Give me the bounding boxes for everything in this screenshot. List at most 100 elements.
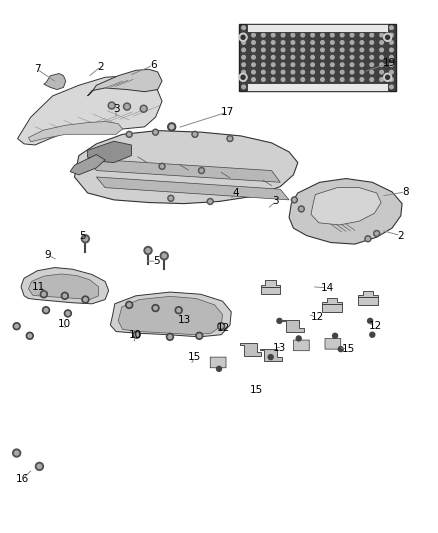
Circle shape bbox=[390, 55, 393, 59]
Circle shape bbox=[110, 103, 114, 108]
Circle shape bbox=[252, 63, 255, 67]
Circle shape bbox=[37, 464, 42, 469]
Circle shape bbox=[242, 41, 245, 44]
Circle shape bbox=[13, 322, 20, 330]
Circle shape bbox=[242, 78, 245, 82]
Circle shape bbox=[154, 131, 157, 134]
Circle shape bbox=[311, 78, 314, 82]
Polygon shape bbox=[44, 74, 66, 90]
Circle shape bbox=[81, 235, 89, 243]
Circle shape bbox=[13, 449, 21, 457]
Circle shape bbox=[281, 26, 285, 29]
Circle shape bbox=[291, 26, 295, 29]
Polygon shape bbox=[311, 188, 381, 225]
Circle shape bbox=[311, 33, 314, 37]
Circle shape bbox=[261, 26, 265, 29]
Circle shape bbox=[331, 55, 334, 59]
Circle shape bbox=[160, 252, 168, 260]
Circle shape bbox=[207, 198, 213, 205]
Circle shape bbox=[311, 63, 314, 67]
Circle shape bbox=[390, 26, 393, 29]
Circle shape bbox=[340, 41, 344, 44]
Circle shape bbox=[281, 48, 285, 52]
Circle shape bbox=[241, 35, 245, 39]
Text: 3: 3 bbox=[113, 104, 120, 114]
Circle shape bbox=[340, 33, 344, 37]
Circle shape bbox=[291, 70, 295, 74]
Circle shape bbox=[127, 303, 131, 306]
Polygon shape bbox=[70, 155, 105, 175]
Circle shape bbox=[367, 318, 373, 324]
Circle shape bbox=[261, 63, 265, 67]
Circle shape bbox=[61, 292, 68, 300]
Circle shape bbox=[301, 26, 304, 29]
Circle shape bbox=[125, 104, 129, 109]
Circle shape bbox=[311, 41, 314, 44]
Circle shape bbox=[166, 333, 173, 341]
Circle shape bbox=[128, 133, 131, 136]
Circle shape bbox=[242, 63, 245, 67]
Circle shape bbox=[229, 137, 231, 140]
Circle shape bbox=[291, 41, 295, 44]
Polygon shape bbox=[260, 349, 282, 361]
Circle shape bbox=[390, 33, 393, 37]
Circle shape bbox=[332, 333, 338, 338]
Circle shape bbox=[170, 125, 174, 129]
Polygon shape bbox=[322, 298, 342, 304]
Circle shape bbox=[385, 35, 390, 39]
Text: 8: 8 bbox=[402, 187, 409, 197]
Circle shape bbox=[239, 73, 247, 82]
Circle shape bbox=[360, 41, 364, 44]
Circle shape bbox=[301, 41, 304, 44]
Circle shape bbox=[331, 70, 334, 74]
Circle shape bbox=[380, 55, 383, 59]
FancyBboxPatch shape bbox=[210, 357, 226, 368]
Circle shape bbox=[311, 48, 314, 52]
Circle shape bbox=[268, 354, 273, 360]
Circle shape bbox=[252, 33, 255, 37]
Polygon shape bbox=[88, 69, 162, 96]
Polygon shape bbox=[21, 268, 109, 304]
Circle shape bbox=[42, 306, 49, 314]
Circle shape bbox=[63, 294, 67, 297]
Circle shape bbox=[350, 48, 354, 52]
Circle shape bbox=[331, 41, 334, 44]
FancyBboxPatch shape bbox=[322, 304, 342, 312]
Circle shape bbox=[126, 301, 133, 309]
Circle shape bbox=[340, 26, 344, 29]
Circle shape bbox=[26, 332, 33, 340]
Circle shape bbox=[296, 336, 301, 341]
FancyBboxPatch shape bbox=[247, 24, 388, 32]
Circle shape bbox=[162, 254, 166, 258]
Circle shape bbox=[175, 306, 182, 314]
Circle shape bbox=[370, 33, 374, 37]
Circle shape bbox=[242, 85, 245, 88]
Circle shape bbox=[252, 70, 255, 74]
Circle shape bbox=[242, 55, 245, 59]
Circle shape bbox=[301, 33, 304, 37]
Circle shape bbox=[272, 48, 275, 52]
Text: 12: 12 bbox=[217, 323, 230, 333]
Circle shape bbox=[261, 48, 265, 52]
Circle shape bbox=[192, 131, 198, 138]
Text: 17: 17 bbox=[221, 107, 234, 117]
Circle shape bbox=[281, 33, 285, 37]
Circle shape bbox=[277, 318, 282, 324]
Circle shape bbox=[218, 322, 225, 330]
FancyBboxPatch shape bbox=[247, 83, 388, 91]
Circle shape bbox=[261, 78, 265, 82]
Circle shape bbox=[370, 78, 374, 82]
Circle shape bbox=[159, 163, 165, 169]
Circle shape bbox=[198, 167, 205, 174]
FancyBboxPatch shape bbox=[358, 297, 378, 305]
Circle shape bbox=[272, 78, 275, 82]
Circle shape bbox=[370, 332, 375, 337]
Circle shape bbox=[390, 70, 393, 74]
Circle shape bbox=[321, 78, 324, 82]
Circle shape bbox=[301, 85, 304, 88]
Circle shape bbox=[293, 198, 296, 201]
Circle shape bbox=[291, 197, 297, 203]
Text: 2: 2 bbox=[97, 62, 104, 71]
Circle shape bbox=[154, 306, 157, 310]
Circle shape bbox=[152, 129, 159, 135]
